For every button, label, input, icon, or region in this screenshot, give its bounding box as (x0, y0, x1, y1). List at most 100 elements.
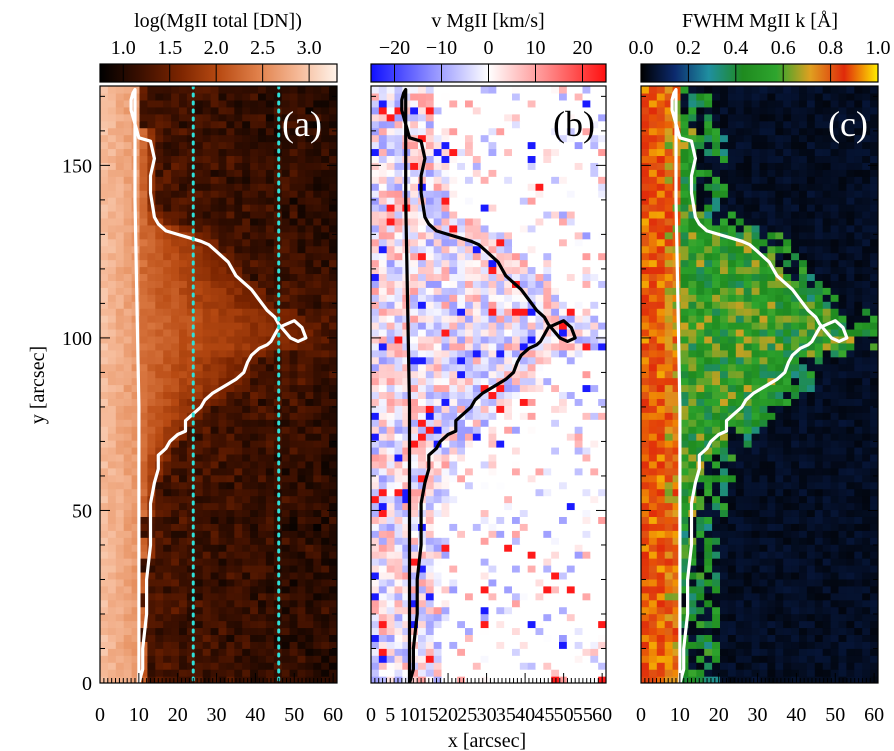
heatmap-cell (210, 86, 220, 94)
heatmap-cell (194, 440, 204, 448)
heatmap-cell (480, 641, 490, 649)
heatmap-cell (465, 474, 474, 483)
heatmap-cell (305, 620, 314, 629)
heatmap-cell (472, 328, 482, 337)
heatmap-cell (100, 606, 109, 615)
heatmap-cell (297, 544, 306, 552)
heatmap-cell (574, 391, 584, 399)
heatmap-cell (115, 99, 125, 108)
heatmap-cell (202, 224, 212, 233)
heatmap-cell (281, 176, 291, 184)
heatmap-cell (265, 190, 275, 198)
heatmap-cell (472, 398, 482, 406)
heatmap-cell (250, 322, 259, 330)
heatmap-cell (566, 516, 576, 524)
heatmap-cell (313, 245, 322, 254)
heatmap-cell (441, 571, 450, 580)
heatmap-cell (115, 183, 125, 191)
heatmap-cell (566, 453, 576, 462)
heatmap-cell (559, 328, 568, 337)
heatmap-cell (218, 446, 227, 455)
heatmap-cell (449, 224, 458, 233)
heatmap-cell (598, 294, 606, 302)
heatmap-cell (410, 558, 419, 566)
heatmap-cell (250, 398, 259, 406)
heatmap-cell (100, 322, 109, 330)
heatmap-cell (512, 516, 521, 524)
heatmap-cell (480, 391, 490, 399)
heatmap-cell (186, 106, 196, 115)
heatmap-cell (559, 446, 568, 455)
heatmap-cell (457, 217, 466, 226)
heatmap-cell (465, 676, 474, 683)
heatmap-cell (512, 197, 521, 205)
heatmap-cell (496, 544, 505, 552)
heatmap-cell (147, 245, 156, 254)
heatmap-cell (449, 155, 458, 163)
heatmap-cell (179, 294, 188, 302)
heatmap-cell (131, 391, 141, 399)
heatmap-cell (551, 280, 560, 288)
heatmap-cell (504, 287, 513, 295)
heatmap-cell (449, 662, 458, 670)
heatmap-cell (234, 426, 243, 434)
heatmap-cell (313, 551, 322, 559)
heatmap-cell (480, 495, 490, 504)
heatmap-cell (139, 495, 148, 504)
heatmap-cell (449, 502, 458, 511)
heatmap-cell (418, 363, 427, 372)
heatmap-cell (598, 544, 606, 552)
heatmap-cell (551, 335, 560, 344)
heatmap-cell (512, 537, 521, 545)
heatmap-cell (107, 384, 117, 393)
heatmap-cell (496, 481, 505, 490)
heatmap-cell (289, 259, 299, 268)
heatmap-cell (242, 495, 251, 504)
heatmap-cell (582, 155, 591, 163)
heatmap-cell (441, 273, 450, 281)
y-axis-label: y [arcsec] (27, 346, 49, 424)
heatmap-cell (504, 266, 513, 275)
heatmap-cell (155, 440, 164, 448)
heatmap-cell (457, 224, 466, 233)
heatmap-cell (305, 259, 314, 268)
heatmap-cell (559, 405, 568, 413)
heatmap-cell (433, 155, 443, 163)
heatmap-cell (242, 620, 251, 629)
heatmap-cell (171, 530, 180, 538)
heatmap-cell (115, 433, 125, 441)
heatmap-cell (107, 134, 117, 143)
heatmap-cell (512, 440, 521, 448)
heatmap-cell (171, 474, 180, 483)
heatmap-cell (378, 349, 388, 358)
heatmap-cell (496, 252, 505, 261)
heatmap-cell (480, 509, 490, 517)
heatmap-cell (527, 676, 537, 683)
heatmap-cell (321, 252, 330, 261)
heatmap-cell (371, 363, 380, 372)
heatmap-cell (100, 592, 109, 601)
heatmap-cell (394, 627, 403, 636)
heatmap-cell (107, 641, 117, 649)
heatmap-cell (115, 197, 125, 205)
heatmap-cell (512, 391, 521, 399)
heatmap-cell (289, 210, 299, 219)
heatmap-cell (265, 294, 275, 302)
heatmap-cell (496, 551, 505, 559)
heatmap-cell (441, 558, 450, 566)
heatmap-cell (410, 544, 419, 552)
heatmap-cell (480, 363, 490, 372)
heatmap-cell (321, 516, 330, 524)
heatmap-cell (329, 231, 337, 240)
heatmap-cell (590, 571, 599, 580)
heatmap-cell (418, 252, 427, 261)
heatmap-cell (202, 440, 212, 448)
heatmap-cell (371, 210, 380, 219)
heatmap-cell (496, 162, 505, 170)
heatmap-cell (457, 190, 466, 198)
heatmap-cell (202, 578, 212, 587)
heatmap-cell (115, 224, 125, 233)
heatmap-cell (488, 287, 497, 295)
heatmap-cell (378, 280, 388, 288)
heatmap-cell (321, 585, 330, 594)
